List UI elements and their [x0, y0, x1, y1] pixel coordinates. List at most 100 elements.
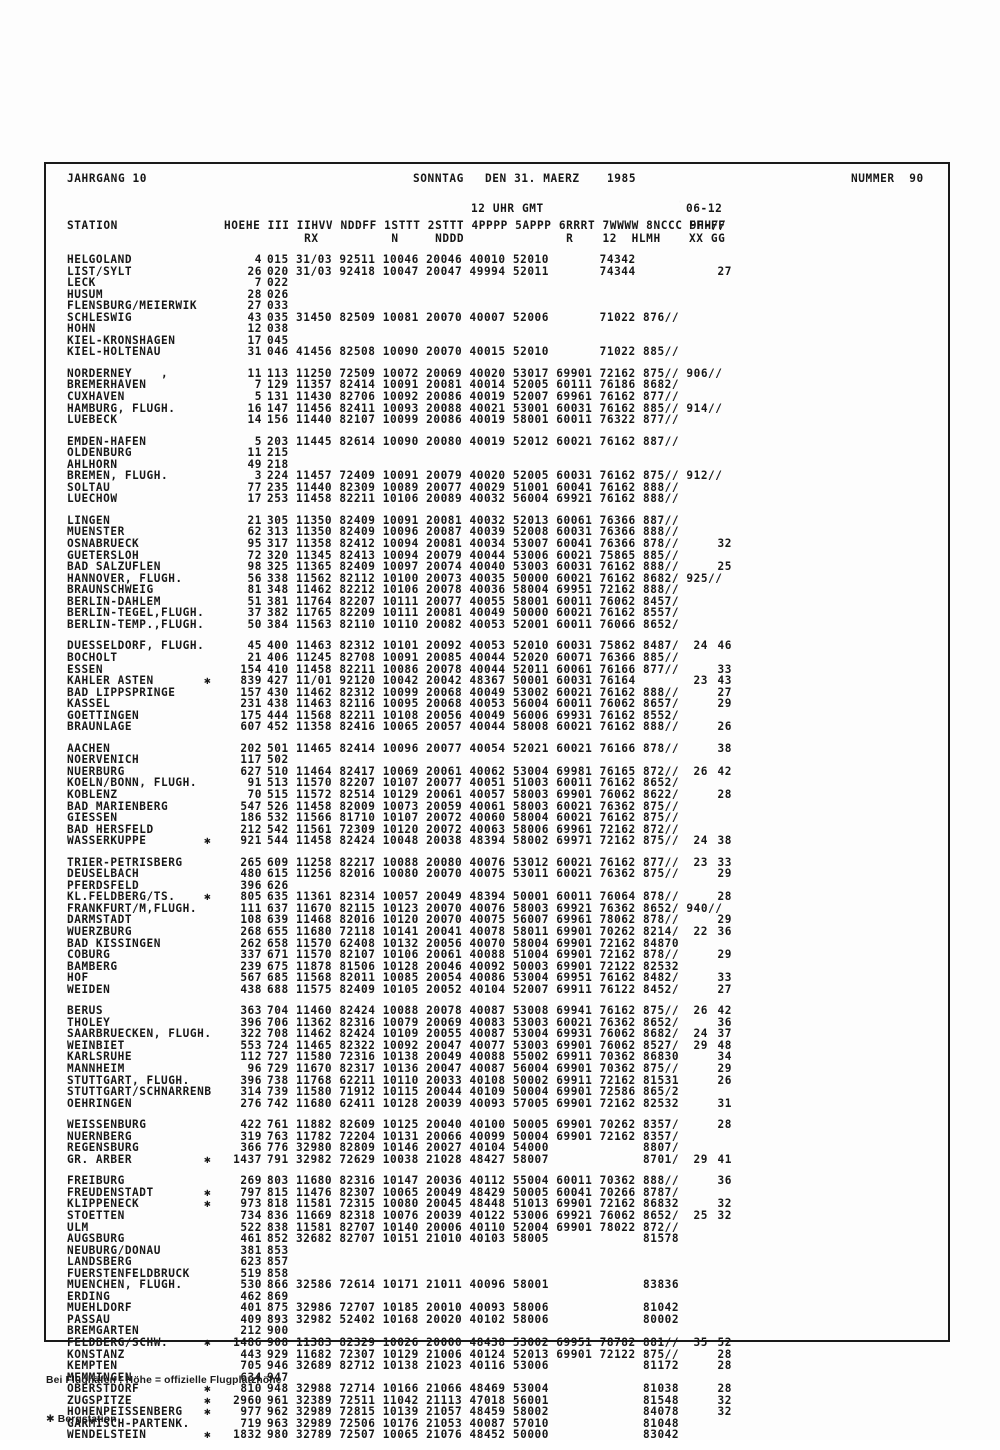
station-id-cell: 526: [267, 799, 289, 813]
table-row: HAMBURG, FLUGH. 16 147 11456 82411 10093 20…: [0, 402, 1000, 415]
mountain-station-marker-icon: ✱: [204, 834, 212, 848]
station-group: DUESSELDORF, FLUGH. 45 400 11463 82312 1010…: [0, 639, 1000, 734]
station-height-cell: 17: [247, 333, 262, 347]
station-height-cell: 11: [247, 366, 262, 380]
mountain-station-marker-icon: ✱: [204, 1405, 212, 1419]
station-id-cell: 724: [267, 1038, 289, 1052]
gg-value-cell: 28: [717, 1359, 732, 1373]
station-id-cell: 688: [267, 982, 289, 996]
station-name-cell: FREUDENSTADT: [67, 1185, 154, 1199]
synop-groups-cell: 41456 82508 10090 20070 40015 52010 7102…: [296, 345, 680, 359]
station-height-cell: 5: [254, 434, 262, 448]
column-header-station: STATION: [67, 219, 118, 232]
station-height-cell: 50: [247, 617, 262, 631]
station-id-cell: 444: [267, 708, 289, 722]
column-header-ffff: FF-FF: [689, 219, 726, 232]
table-row: LINGEN 21 305 11350 82409 10091 20081 40032…: [0, 514, 1000, 527]
ff-value-cell: 25: [693, 1209, 708, 1223]
station-height-cell: 734: [240, 1209, 262, 1223]
station-height-cell: 607: [240, 720, 262, 734]
station-group: AACHEN 202 501 11465 82414 10096 20077 4005…: [0, 741, 1000, 848]
station-height-cell: 56: [247, 571, 262, 585]
station-id-cell: 400: [267, 639, 289, 653]
table-row: BERLIN-TEMP.,FLUGH. 50 384 11563 82110 1011…: [0, 617, 1000, 631]
station-name-cell: WEIDEN: [67, 982, 111, 996]
station-name-cell: LUEBECK: [67, 413, 118, 427]
station-height-cell: 810: [240, 1382, 262, 1396]
ff-value-cell: 29: [693, 1152, 708, 1166]
station-height-cell: 27: [247, 299, 262, 313]
synop-groups-cell: 11350 82409 10096 20087 40039 52008 6003…: [296, 525, 680, 539]
ff-value-cell: 35: [693, 1336, 708, 1350]
station-id-cell: 215: [267, 446, 289, 460]
table-row: LECK 7 022: [0, 276, 1000, 289]
station-height-cell: 157: [240, 685, 262, 699]
synop-groups-cell: 11680 82316 10147 20036 40112 55004 6001…: [296, 1174, 680, 1188]
station-id-cell: 542: [267, 822, 289, 836]
table-row: STUTTGART/SCHNARRENB 314 739 11580 71912 10…: [0, 1085, 1000, 1098]
table-row: STOETTEN 734 836 11669 82318 10076 20039 40…: [0, 1209, 1000, 1223]
station-name-cell: GARMISCH-PARTENK.: [67, 1416, 190, 1430]
gg-value-cell: 37: [717, 1027, 732, 1041]
station-id-cell: 320: [267, 548, 289, 562]
station-name-cell: DEUSELBACH: [67, 867, 140, 881]
station-name-cell: KONSTANZ: [67, 1347, 125, 1361]
table-row: NUERBURG 627 510 11464 82417 10069 20061 40…: [0, 765, 1000, 778]
station-height-cell: 262: [240, 936, 262, 950]
station-height-cell: 1486: [233, 1336, 262, 1350]
synop-groups-cell: 11460 82424 10088 20078 40087 53008 6994…: [296, 1004, 680, 1018]
station-id-cell: 384: [267, 617, 289, 631]
station-id-cell: 947: [267, 1370, 289, 1384]
table-row: BERLIN-TEGEL,FLUGH. 37 382 11765 82209 1011…: [0, 606, 1000, 619]
station-name-cell: SAARBRUECKEN, FLUGH.: [67, 1027, 212, 1041]
gg-value-cell: 38: [717, 741, 732, 755]
synop-groups-cell: 11357 82414 10091 20081 40014 52005 6011…: [296, 378, 680, 392]
station-name-cell: OSNABRUECK: [67, 537, 140, 551]
station-name-cell: KAHLER ASTEN: [67, 674, 154, 688]
table-row: KOBLENZ 70 515 11572 82514 10129 20061 4005…: [0, 788, 1000, 801]
station-name-cell: GUETERSLOH: [67, 548, 140, 562]
station-height-cell: 797: [240, 1185, 262, 1199]
ff-value-cell: 24: [693, 639, 708, 653]
gg-value-cell: 36: [717, 1015, 732, 1029]
station-height-cell: 480: [240, 867, 262, 881]
table-row: NEUBURG/DONAU 381 853: [0, 1244, 1000, 1257]
synop-groups-cell: 11682 72307 10129 21006 40124 52013 6990…: [296, 1347, 680, 1361]
gg-value-cell: 29: [717, 948, 732, 962]
gg-value-cell: 27: [717, 685, 732, 699]
gg-value-cell: 29: [717, 913, 732, 927]
table-row: KLIPPENECK ✱ 973 818 11581 72315 10080 20045…: [0, 1197, 1000, 1211]
table-row: OSNABRUECK 95 317 11358 82412 10094 20081 4…: [0, 537, 1000, 551]
table-row: AACHEN 202 501 11465 82414 10096 20077 4005…: [0, 741, 1000, 755]
station-height-cell: 21: [247, 650, 262, 664]
gg-value-cell: 41: [717, 1152, 732, 1166]
station-height-cell: 547: [240, 799, 262, 813]
station-height-cell: 12: [247, 322, 262, 336]
station-id-cell: 763: [267, 1129, 289, 1143]
station-group: FREIBURG 269 803 11680 82316 10147 20036 40…: [0, 1174, 1000, 1441]
station-name-cell: LIST/SYLT: [67, 264, 133, 278]
table-row: NUERNBERG 319 763 11782 72204 10131 20066 4…: [0, 1129, 1000, 1143]
gg-value-cell: 32: [717, 1209, 732, 1223]
station-id-cell: 738: [267, 1073, 289, 1087]
station-height-cell: 805: [240, 890, 262, 904]
station-group: WEISSENBURG 422 761 11882 82609 10125 20040…: [0, 1118, 1000, 1166]
gg-value-cell: 52: [717, 1336, 732, 1350]
gg-value-cell: 28: [717, 1382, 732, 1396]
synop-groups-cell: 11383 82329 10026 20000 48438 53002 6995…: [296, 1336, 680, 1350]
station-height-cell: 4: [254, 253, 262, 266]
station-name-cell: MUEHLDORF: [67, 1301, 133, 1315]
station-height-cell: 26: [247, 264, 262, 278]
station-name-cell: DARMSTADT: [67, 913, 133, 927]
table-row: SCHLESWIG 43 035 31450 82509 10081 20070 40…: [0, 311, 1000, 324]
station-name-cell: FELDBERG/SCHW.: [67, 1336, 169, 1350]
synop-groups-cell: 11568 82011 10085 20054 40086 53004 6995…: [296, 971, 680, 985]
station-group: NORDERNEY , 11 113 11250 72509 10072 20069 …: [0, 366, 1000, 427]
mountain-station-marker-icon: ✱: [204, 1197, 212, 1211]
table-row: HUSUM 28 026: [0, 288, 1000, 301]
table-row: KL.FELDBERG/TS. ✱ 805 635 11361 82314 10057 …: [0, 890, 1000, 904]
station-name-cell: ULM: [67, 1220, 89, 1234]
station-name-cell: KEMPTEN: [67, 1359, 118, 1373]
mountain-station-marker-icon: ✱: [204, 1185, 212, 1199]
synop-groups-cell: 11580 72316 10138 20049 40088 55002 6991…: [296, 1050, 680, 1064]
